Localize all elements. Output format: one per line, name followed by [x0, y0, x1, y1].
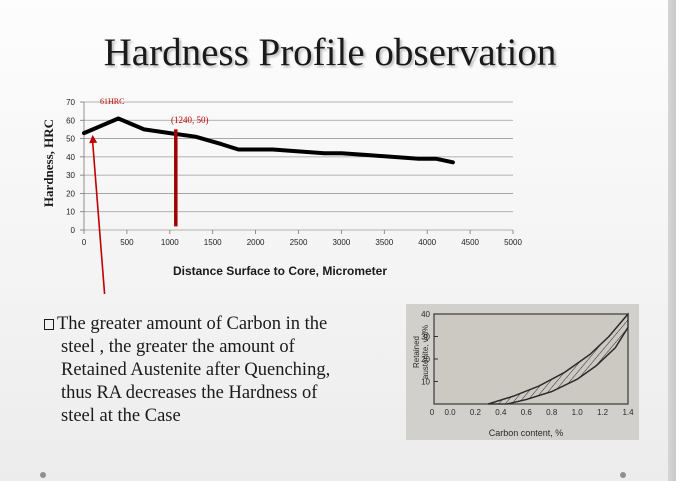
x-tick-label: 5000: [504, 238, 522, 247]
ra-y-axis-label-line2: austenite, vol%: [421, 325, 430, 379]
retained-austenite-chart: 10 20 30 40 0 0.0 0.2 0.4 0.6 0.8 1.0 1.2 1.4 Carbon …: [412, 310, 634, 438]
data-point: [194, 135, 197, 138]
x-tick-label: 2000: [247, 238, 265, 247]
y-tick-label: 0: [71, 226, 76, 235]
data-point: [451, 161, 455, 164]
bullet-line-text: The greater amount of Carbon in the: [57, 314, 328, 334]
y-tick-label: 50: [66, 135, 75, 144]
x-tick-label: 0: [82, 238, 87, 247]
data-point: [365, 153, 369, 157]
y-tick-label: 20: [66, 189, 75, 198]
annotation-arrow: [91, 140, 106, 295]
ra-x-tick-label: 1.0: [572, 408, 584, 417]
footer-dot-icon: [40, 472, 46, 478]
ra-x-tick-label: 0.6: [521, 408, 533, 417]
data-point: [237, 148, 240, 151]
hardness-series-line: [82, 116, 455, 165]
data-point: [99, 124, 103, 127]
data-point: [271, 148, 274, 151]
bullet-line: steel , the greater the amount of: [61, 337, 295, 357]
ra-upper-curve: [487, 313, 629, 405]
x-tick-label: 4500: [461, 238, 479, 247]
ra-lower-curve: [507, 327, 629, 405]
y-tick-label: 70: [66, 98, 75, 107]
x-tick-label: 3500: [375, 238, 393, 247]
ra-y-tick-label: 30: [421, 333, 430, 342]
y-tick-label: 10: [66, 208, 75, 217]
bullet-line: steel at the Case: [61, 406, 181, 426]
data-point: [434, 157, 437, 160]
bullet-line: Retained Austenite after Quenching,: [61, 360, 331, 380]
footer-dot-icon: [620, 472, 626, 478]
ra-x-tick-label: 0: [430, 408, 435, 417]
ra-y-axis-label-line1: Retained: [412, 336, 421, 368]
bullet-line: thus RA decreases the Hardness of: [61, 383, 318, 403]
bullet-line: The greater amount of Carbon in the: [44, 313, 404, 336]
x-tick-label: 3000: [333, 238, 351, 247]
ra-y-tick-label: 40: [421, 310, 430, 319]
slide-title: Hardness Profile observation: [103, 31, 557, 74]
data-point: [297, 150, 300, 153]
data-point: [391, 155, 395, 159]
data-point: [340, 152, 343, 155]
data-point: [117, 117, 120, 120]
data-point: [254, 148, 257, 151]
x-tick-label: 1500: [204, 238, 222, 247]
ra-x-tick-label: 0.0: [444, 408, 456, 417]
checkbox-bullet-icon: [44, 319, 54, 330]
data-point: [82, 131, 86, 135]
ra-x-tick-label: 1.4: [622, 408, 634, 417]
data-point: [417, 157, 420, 160]
x-axis-label: Distance Surface to Core, Micrometer: [173, 264, 387, 278]
data-point: [142, 128, 146, 131]
x-tick-label: 2500: [290, 238, 308, 247]
ra-x-tick-label: 1.2: [597, 408, 609, 417]
annotation-61hrc: 61HRC: [100, 97, 124, 106]
y-tick-label: 40: [66, 153, 75, 162]
x-tick-label: 1000: [161, 238, 179, 247]
bullet-text: The greater amount of Carbon in the stee…: [44, 313, 404, 428]
arrowhead-icon: [89, 134, 98, 144]
data-point: [168, 131, 171, 135]
y-tick-label: 60: [66, 116, 75, 125]
data-point: [220, 142, 223, 146]
y-tick-label: 30: [66, 171, 75, 180]
ra-y-tick-label: 10: [421, 378, 430, 387]
annotation-coordinate: (1240, 50): [171, 115, 209, 125]
x-tick-label: 500: [120, 238, 134, 247]
ra-x-tick-label: 0.2: [470, 408, 482, 417]
data-point: [323, 152, 326, 155]
y-axis-label: Hardness, HRC: [41, 119, 56, 207]
x-tick-label: 4000: [418, 238, 436, 247]
slide-edge: [668, 0, 676, 481]
ra-x-tick-label: 0.4: [495, 408, 507, 417]
ra-y-tick-label: 20: [421, 355, 430, 364]
retained-austenite-photo: 10 20 30 40 0 0.0 0.2 0.4 0.6 0.8 1.0 1.2 1.4 Carbon …: [406, 304, 639, 440]
ra-x-tick-label: 0.8: [546, 408, 558, 417]
ra-x-axis-label: Carbon content, %: [489, 428, 564, 438]
